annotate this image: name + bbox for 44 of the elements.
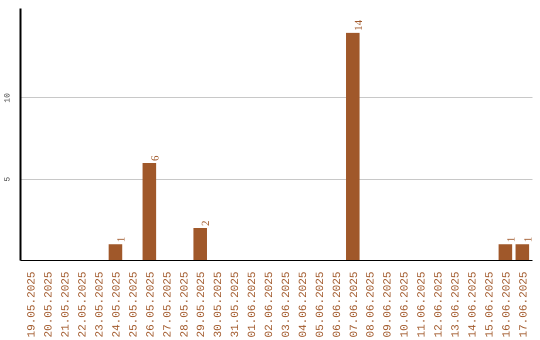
x-tick-label: 25.05.2025 <box>128 271 140 338</box>
x-tick-label: 04.06.2025 <box>298 271 310 338</box>
x-tick-label: 07.06.2025 <box>348 271 361 338</box>
x-tick-label: 14.06.2025 <box>467 271 480 338</box>
x-tick-label: 20.05.2025 <box>44 271 56 338</box>
x-tick-label: 19.05.2025 <box>26 271 39 338</box>
data-label: 1 <box>115 236 128 242</box>
bar <box>108 244 122 260</box>
x-tick-label: 01.06.2025 <box>247 271 260 338</box>
x-tick-label: 11.06.2025 <box>416 271 429 338</box>
y-tick-label: 5 <box>4 176 12 182</box>
x-tick-label: 13.06.2025 <box>450 271 463 338</box>
bar <box>498 244 512 260</box>
x-tick-label: 28.05.2025 <box>179 271 192 338</box>
x-tick-label: 12.06.2025 <box>434 271 446 338</box>
x-tick-label: 26.05.2025 <box>145 271 158 338</box>
x-tick-label: 21.05.2025 <box>60 271 73 338</box>
x-tick-label: 08.06.2025 <box>366 271 378 338</box>
data-label: 1 <box>522 236 534 242</box>
y-tick-label: 10 <box>4 92 12 103</box>
data-label: 14 <box>352 19 365 31</box>
x-tick-label: 29.05.2025 <box>196 271 208 338</box>
x-tick-label: 06.06.2025 <box>332 271 344 338</box>
x-tick-label: 27.05.2025 <box>162 271 174 338</box>
bar <box>142 162 156 260</box>
x-tick-label: 30.05.2025 <box>213 271 226 338</box>
data-label: 6 <box>149 154 162 161</box>
x-tick-label: 17.06.2025 <box>518 271 530 338</box>
bar <box>516 244 530 260</box>
x-tick-label: 03.06.2025 <box>280 271 293 338</box>
x-tick-label: 16.06.2025 <box>501 271 514 338</box>
x-tick-label: 02.06.2025 <box>264 271 276 338</box>
x-tick-label: 22.05.2025 <box>78 271 90 338</box>
x-tick-label: 05.06.2025 <box>314 271 327 338</box>
x-tick-label: 09.06.2025 <box>382 271 395 338</box>
x-tick-label: 15.06.2025 <box>484 271 496 338</box>
data-label: 1 <box>505 236 518 242</box>
x-tick-label: 23.05.2025 <box>94 271 106 338</box>
bar <box>193 228 207 260</box>
data-label: 2 <box>200 220 212 226</box>
x-tick-label: 10.06.2025 <box>400 271 412 338</box>
bar <box>346 32 360 260</box>
x-tick-label: 24.05.2025 <box>111 271 124 338</box>
x-tick-label: 31.05.2025 <box>230 271 242 338</box>
